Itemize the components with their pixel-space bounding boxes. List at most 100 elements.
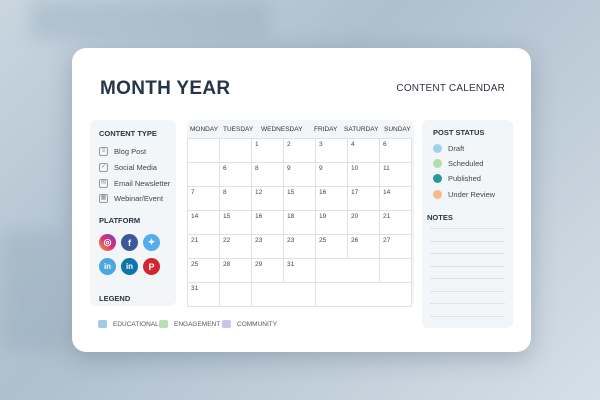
label: ENGAGEMENT <box>174 320 221 328</box>
instagram-icon[interactable]: ◎ <box>99 234 116 251</box>
calendar-day-cell[interactable]: 15 <box>219 210 252 235</box>
calendar-day-cell[interactable]: 23 <box>251 234 284 259</box>
calendar-day-cell[interactable]: 16 <box>251 210 284 235</box>
calendar-day-cell[interactable]: 27 <box>379 234 412 259</box>
calendar-grid: MONDAY TUESDAY WEDNESDAY FRIDAY SATURDAY… <box>187 120 414 307</box>
calendar-day-cell[interactable] <box>315 282 412 307</box>
calendar-day-cell[interactable]: 9 <box>315 162 348 187</box>
legend-swatch <box>222 320 231 328</box>
notes-line <box>430 253 505 254</box>
calendar-day-cell[interactable]: 7 <box>187 186 220 211</box>
background-shape <box>30 0 270 40</box>
legend-swatch <box>159 320 168 328</box>
calendar-day-cell[interactable]: 31 <box>283 258 316 283</box>
calendar-day-cell[interactable]: 10 <box>347 162 380 187</box>
calendar-day-cell[interactable]: 23 <box>283 234 316 259</box>
status-under-review: Under Review <box>433 190 495 199</box>
calendar-day-cell[interactable]: 19 <box>315 210 348 235</box>
notes-line <box>430 290 505 292</box>
status-dot <box>433 159 442 168</box>
legend-engagement: ENGAGEMENT <box>159 320 220 328</box>
twitter-icon[interactable]: ✦ <box>143 234 160 251</box>
day-header: WEDNESDAY <box>261 126 303 133</box>
status-dot <box>433 174 442 183</box>
right-sidebar: POST STATUS Draft Scheduled Published Un… <box>422 120 513 328</box>
calendar-day-cell[interactable] <box>315 258 380 283</box>
notes-heading: NOTES <box>427 213 453 222</box>
legend-educational: EDUCATIONAL <box>98 320 159 328</box>
calendar-day-cell[interactable]: 18 <box>283 210 316 235</box>
notes-line <box>430 228 505 229</box>
status-dot <box>433 144 442 153</box>
background-shape <box>0 230 60 350</box>
notes-line <box>430 265 505 267</box>
content-type-webinar[interactable]: ▦ Webinar/Event <box>99 194 163 203</box>
calendar-day-cell[interactable]: 31 <box>187 282 220 307</box>
status-dot <box>433 190 442 199</box>
post-status-heading: POST STATUS <box>433 128 485 137</box>
calendar-day-cell[interactable]: 11 <box>379 162 412 187</box>
platform-heading: PLATFORM <box>99 216 141 225</box>
day-header: FRIDAY <box>314 126 338 133</box>
day-header: MONDAY <box>190 126 219 133</box>
calendar-day-cell[interactable]: 25 <box>187 258 220 283</box>
calendar-day-cell[interactable]: 4 <box>347 138 380 163</box>
calendar-day-cell[interactable]: 16 <box>315 186 348 211</box>
calendar-day-cell[interactable]: 17 <box>347 186 380 211</box>
calendar-day-cell[interactable] <box>379 258 412 283</box>
pinterest-icon[interactable]: P <box>143 258 160 275</box>
facebook-icon[interactable]: f <box>121 234 138 251</box>
label: Email Newsletter <box>114 179 171 188</box>
page-subtitle: CONTENT CALENDAR <box>396 83 505 94</box>
envelope-icon: ✉ <box>99 179 108 188</box>
calendar-day-cell[interactable] <box>219 282 252 307</box>
calendar-day-cell[interactable]: 28 <box>219 258 252 283</box>
calendar-day-cell[interactable]: 6 <box>379 138 412 163</box>
calendar-day-cell[interactable]: 15 <box>283 186 316 211</box>
document-icon: ≡ <box>99 147 108 156</box>
calendar-day-cell[interactable] <box>251 282 316 307</box>
label: Blog Post <box>114 147 147 156</box>
calendar-icon: ▦ <box>99 194 108 203</box>
calendar-day-cell[interactable]: 8 <box>219 186 252 211</box>
calendar-day-cell[interactable] <box>219 138 252 163</box>
calendar-day-cell[interactable]: 9 <box>283 162 316 187</box>
content-type-email-newsletter[interactable]: ✉ Email Newsletter <box>99 179 170 188</box>
calendar-day-cell[interactable]: 21 <box>187 234 220 259</box>
status-scheduled: Scheduled <box>433 159 483 168</box>
calendar-day-cell[interactable]: 22 <box>219 234 252 259</box>
status-draft: Draft <box>433 144 464 153</box>
calendar-day-cell[interactable]: 14 <box>379 186 412 211</box>
calendar-day-cell[interactable] <box>187 162 220 187</box>
calendar-day-cell[interactable]: 2 <box>283 138 316 163</box>
calendar-day-cell[interactable]: 21 <box>379 210 412 235</box>
calendar-day-cell[interactable]: 6 <box>219 162 252 187</box>
left-sidebar: CONTENT TYPE ≡ Blog Post ✓ Social Media ✉ E… <box>90 120 176 306</box>
linkedin-icon[interactable]: in <box>121 258 138 275</box>
calendar-day-cell[interactable]: 8 <box>251 162 284 187</box>
label: Draft <box>448 144 465 153</box>
calendar-day-cell[interactable]: 20 <box>347 210 380 235</box>
notes-line <box>430 303 505 304</box>
calendar-day-cell[interactable]: 1 <box>251 138 284 163</box>
calendar-day-cell[interactable]: 12 <box>251 186 284 211</box>
linkedin-icon[interactable]: in <box>99 258 116 275</box>
notes-line <box>430 278 505 279</box>
content-calendar-card: MONTH YEAR CONTENT CALENDAR CONTENT TYPE… <box>72 48 531 352</box>
content-type-blog-post[interactable]: ≡ Blog Post <box>99 147 146 156</box>
content-type-social-media[interactable]: ✓ Social Media <box>99 163 157 172</box>
calendar-day-cell[interactable]: 29 <box>251 258 284 283</box>
label: Scheduled <box>448 159 484 168</box>
label: EDUCATIONAL <box>113 320 159 328</box>
calendar-day-cell[interactable]: 3 <box>315 138 348 163</box>
calendar-day-cell[interactable]: 25 <box>315 234 348 259</box>
day-header: SUNDAY <box>384 126 411 133</box>
calendar-day-cell[interactable]: 26 <box>347 234 380 259</box>
checkbox-icon: ✓ <box>99 163 108 172</box>
legend-heading: LEGEND <box>99 294 131 303</box>
notes-line <box>430 315 505 317</box>
day-header: SATURDAY <box>344 126 379 133</box>
status-published: Published <box>433 174 481 183</box>
calendar-day-cell[interactable] <box>187 138 220 163</box>
calendar-day-cell[interactable]: 14 <box>187 210 220 235</box>
